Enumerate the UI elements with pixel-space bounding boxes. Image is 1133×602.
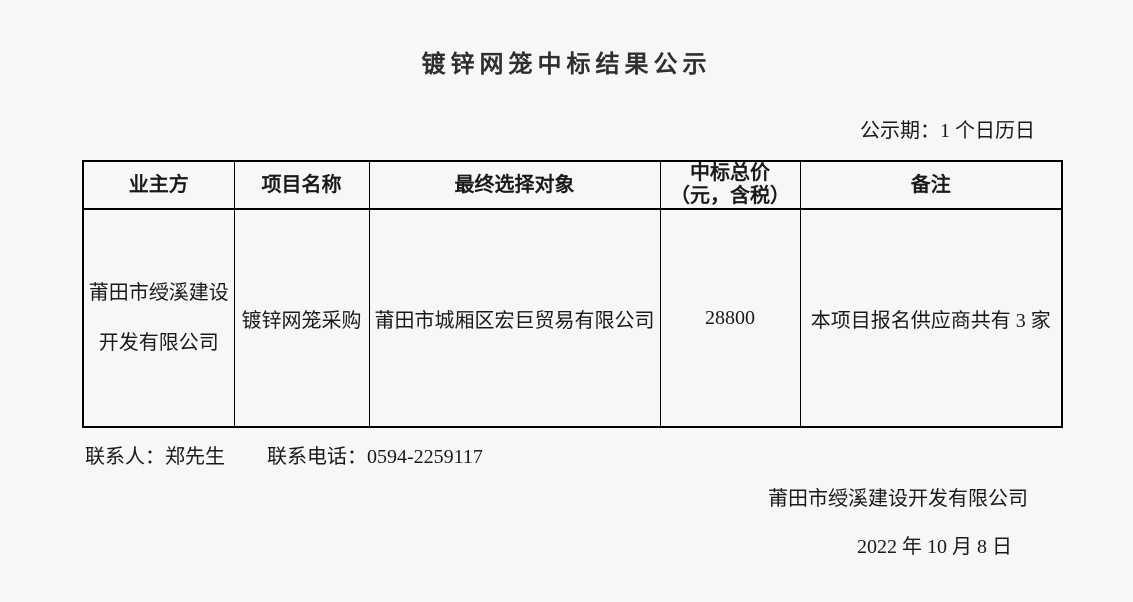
cell-owner: 莆田市绶溪建设 开发有限公司	[82, 208, 235, 428]
contact-line: 联系人：郑先生 联系电话：0594-2259117	[85, 440, 483, 469]
table-row: 莆田市绶溪建设 开发有限公司 镀锌网笼采购 莆田市城厢区宏巨贸易有限公司 288…	[82, 208, 1063, 428]
header-bid-total-price: 中标总价 （元，含税）	[659, 160, 801, 210]
cell-bid-total-price: 28800	[659, 208, 801, 428]
contact-person-value: 郑先生	[165, 446, 225, 468]
signature-company: 莆田市绶溪建设开发有限公司	[768, 488, 1028, 510]
contact-phone-value: 0594-2259117	[367, 446, 483, 468]
cell-project-name: 镀锌网笼采购	[233, 208, 370, 428]
signature-date: 2022 年 10 月 8 日	[857, 536, 1012, 558]
header-project-name: 项目名称	[233, 160, 370, 210]
header-final-selection: 最终选择对象	[368, 160, 661, 210]
table-header-row: 业主方 项目名称 最终选择对象 中标总价 （元，含税） 备注	[82, 160, 1063, 210]
page-title: 镀锌网笼中标结果公示	[421, 51, 712, 78]
contact-phone-label: 联系电话：	[267, 446, 367, 468]
contact-person-label: 联系人：	[85, 446, 165, 468]
cell-remarks: 本项目报名供应商共有 3 家	[799, 208, 1063, 428]
notice-period-text: 公示期：1 个日历日	[860, 120, 1035, 142]
header-remarks: 备注	[799, 160, 1063, 210]
bid-results-table: 业主方 项目名称 最终选择对象 中标总价 （元，含税） 备注 莆田市绶溪建设 开…	[82, 160, 1063, 428]
header-owner: 业主方	[82, 160, 235, 210]
cell-final-selection: 莆田市城厢区宏巨贸易有限公司	[368, 208, 661, 428]
